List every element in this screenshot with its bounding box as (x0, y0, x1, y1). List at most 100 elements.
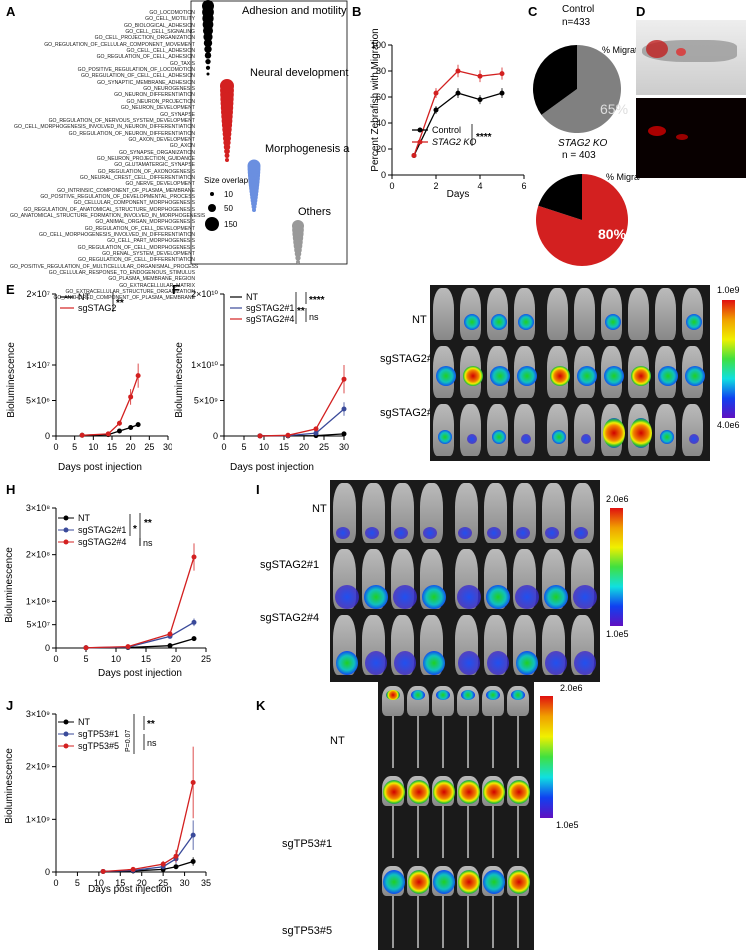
pie-slice (533, 45, 577, 115)
signal-blob (438, 430, 452, 444)
sig-f-2: ** (297, 306, 305, 317)
y-tick-label: 5×10⁹ (194, 396, 218, 406)
signal-blob (336, 651, 358, 675)
x-tick-label: 5 (75, 878, 80, 888)
go-dot (251, 204, 257, 210)
go-dot (204, 45, 212, 53)
panel-label-c: C (528, 4, 538, 19)
x-tick-label: 0 (53, 442, 58, 452)
sig-text-b: **** (476, 132, 492, 143)
go-dot (205, 58, 211, 65)
colorbar-g-top: 1.0e9 (717, 285, 740, 295)
data-point (313, 430, 319, 436)
signal-blob (492, 430, 506, 444)
legend-title-size: Size overlap (204, 176, 249, 185)
mouse-tail (492, 716, 494, 768)
signal-blob (605, 314, 621, 330)
pie-slice (536, 174, 628, 267)
go-term: GO_REGULATION_OF_CELLULAR_COMPONENT_MOVE… (44, 41, 195, 48)
signal-blob (517, 366, 537, 386)
data-point (191, 619, 197, 625)
x-tick-label: 0 (53, 878, 58, 888)
go-dot (203, 32, 213, 42)
legend-f-sg4: sgSTAG2#4 (246, 314, 294, 324)
go-dot (223, 143, 231, 151)
y-tick-label: 3×10⁸ (26, 503, 50, 513)
panel-label-i: I (256, 482, 260, 497)
signal-blob (386, 690, 400, 700)
signal-blob (660, 430, 674, 444)
signal-blob (490, 366, 510, 386)
go-term: GO_REGULATION_OF_CELL_ADHESION (96, 54, 195, 61)
data-point (191, 554, 197, 560)
signal-blob (464, 314, 480, 330)
mouse-tail (492, 806, 494, 858)
go-term: GO_EXTRACELLULAR_STRUCTURE_ORGANIZATION (65, 289, 195, 296)
mouse-tail (517, 716, 519, 768)
data-point (160, 861, 166, 867)
data-point (341, 431, 347, 437)
colorbar-i-bottom: 1.0e5 (606, 629, 629, 639)
data-point (477, 73, 483, 79)
signal-blob (631, 366, 651, 386)
pie-stag2-n: n = 403 (562, 150, 596, 161)
data-point (167, 631, 173, 637)
panel-label-f: F (172, 282, 180, 297)
data-point (116, 428, 122, 434)
signal-blob (411, 690, 425, 700)
data-point (433, 107, 439, 113)
signal-blob (508, 870, 530, 894)
signal-blob (394, 527, 408, 539)
legend-dot-large (205, 217, 219, 231)
k-row-label-sg5: sgTP53#5 (282, 925, 333, 937)
mouse-tail (392, 806, 394, 858)
panel-label-j: J (6, 698, 14, 713)
go-term: GO_PLASMA_MEMBRANE_REGION (108, 276, 195, 283)
data-point (190, 832, 196, 838)
go-term: GO_REGULATION_OF_CELL_DEVELOPMENT (84, 225, 195, 232)
y-tick-label: 80 (376, 66, 386, 76)
x-tick-label: 6 (521, 181, 526, 191)
panel-label-k: K (256, 698, 266, 713)
legend-h-sg1: sgSTAG2#1 (78, 525, 126, 535)
g-row-label-nt: NT (412, 314, 427, 326)
data-point (173, 864, 179, 870)
y-tick-label: 2×10¹⁰ (191, 289, 218, 299)
signal-blob (544, 585, 568, 609)
go-term: GO_RENAL_SYSTEM_DEVELOPMENT (102, 251, 195, 258)
g-row-label-sg1: sgSTAG2#1 (380, 353, 440, 365)
series-line (85, 556, 195, 649)
go-term: GO_CELLULAR_RESPONSE_TO_ENDOGENOUS_STIMU… (48, 270, 195, 277)
signal-blob (458, 780, 480, 804)
signal-blob (483, 780, 505, 804)
signal-blob (486, 585, 510, 609)
mouse-tail (467, 806, 469, 858)
signal-blob (508, 780, 530, 804)
y-tick-label: 5×10⁷ (26, 620, 50, 630)
mouse-image (655, 288, 676, 340)
go-term: GO_NEURON_PROJECTION_GUIDANCE (96, 155, 195, 162)
go-term: GO_REGULATION_OF_NERVOUS_SYSTEM_DEVELOPM… (48, 117, 195, 124)
y-tick-label: 2×10⁷ (26, 289, 50, 299)
pie-stag2-title: STAG2 KO (558, 138, 608, 149)
signal-blob (603, 418, 625, 448)
i-row-label-sg1: sgSTAG2#1 (260, 559, 320, 571)
panel-e-xlabel: Days post injection (58, 462, 142, 473)
mouse-tail (392, 896, 394, 948)
colorbar-k-top: 2.0e6 (560, 683, 583, 693)
legend-size-150: 150 (224, 220, 238, 229)
panel-label-b: B (352, 4, 362, 19)
signal-blob (436, 690, 450, 700)
go-dot (204, 52, 212, 59)
signal-blob (336, 527, 350, 539)
signal-blob (463, 366, 483, 386)
go-term: GO_ANIMAL_ORGAN_MORPHOGENESIS (95, 219, 195, 226)
go-term: GO_CELL_PROJECTION_ORGANIZATION (94, 35, 195, 42)
data-point (128, 394, 134, 400)
legend-label-control: Control (432, 125, 461, 135)
k-row-label-nt: NT (330, 735, 345, 747)
x-tick-label: 25 (144, 442, 154, 452)
data-point (83, 645, 89, 651)
panel-b-ylabel: Percent Zebrafish with Migration (370, 28, 381, 171)
legend-f-nt: NT (246, 292, 258, 302)
